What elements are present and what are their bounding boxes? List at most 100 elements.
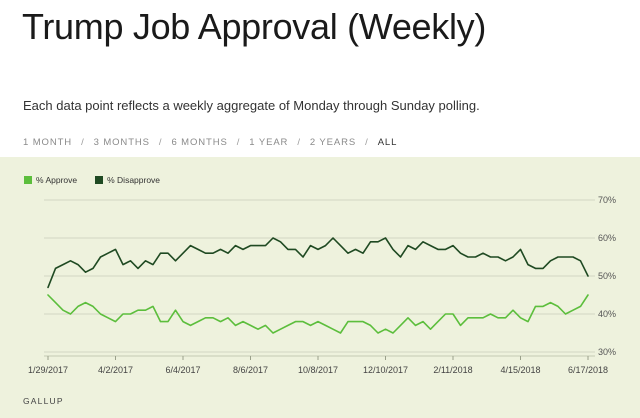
data-point-approve[interactable]: [240, 319, 245, 324]
data-point-disapprove[interactable]: [255, 243, 260, 248]
data-point-disapprove[interactable]: [368, 239, 373, 244]
data-point-approve[interactable]: [413, 323, 418, 328]
data-point-approve[interactable]: [405, 315, 410, 320]
data-point-approve[interactable]: [443, 311, 448, 316]
data-point-approve[interactable]: [390, 330, 395, 335]
data-point-disapprove[interactable]: [45, 285, 50, 290]
data-point-disapprove[interactable]: [278, 239, 283, 244]
data-point-approve[interactable]: [570, 308, 575, 313]
data-point-approve[interactable]: [548, 300, 553, 305]
data-point-disapprove[interactable]: [120, 262, 125, 267]
legend-disapprove[interactable]: % Disapprove: [95, 175, 160, 185]
data-point-disapprove[interactable]: [165, 251, 170, 256]
data-point-approve[interactable]: [338, 330, 343, 335]
data-point-disapprove[interactable]: [548, 258, 553, 263]
data-point-disapprove[interactable]: [345, 251, 350, 256]
data-point-approve[interactable]: [375, 330, 380, 335]
data-point-approve[interactable]: [45, 292, 50, 297]
data-point-disapprove[interactable]: [383, 235, 388, 240]
data-point-approve[interactable]: [210, 315, 215, 320]
data-point-approve[interactable]: [563, 311, 568, 316]
data-point-approve[interactable]: [165, 319, 170, 324]
data-point-disapprove[interactable]: [398, 254, 403, 259]
data-point-disapprove[interactable]: [458, 251, 463, 256]
data-point-disapprove[interactable]: [330, 235, 335, 240]
data-point-approve[interactable]: [330, 327, 335, 332]
data-point-disapprove[interactable]: [473, 254, 478, 259]
data-point-disapprove[interactable]: [585, 273, 590, 278]
data-point-disapprove[interactable]: [405, 243, 410, 248]
data-point-approve[interactable]: [518, 315, 523, 320]
data-point-disapprove[interactable]: [293, 247, 298, 252]
data-point-disapprove[interactable]: [173, 258, 178, 263]
data-point-approve[interactable]: [180, 319, 185, 324]
data-point-approve[interactable]: [173, 308, 178, 313]
data-point-disapprove[interactable]: [518, 247, 523, 252]
data-point-disapprove[interactable]: [525, 262, 530, 267]
data-point-disapprove[interactable]: [563, 254, 568, 259]
data-point-disapprove[interactable]: [188, 243, 193, 248]
data-point-approve[interactable]: [75, 304, 80, 309]
data-point-disapprove[interactable]: [360, 251, 365, 256]
data-point-disapprove[interactable]: [60, 262, 65, 267]
data-point-disapprove[interactable]: [315, 247, 320, 252]
data-point-approve[interactable]: [158, 319, 163, 324]
data-point-approve[interactable]: [225, 315, 230, 320]
data-point-approve[interactable]: [315, 319, 320, 324]
data-point-disapprove[interactable]: [53, 266, 58, 271]
data-point-disapprove[interactable]: [533, 266, 538, 271]
tab-1-month[interactable]: 1 MONTH: [23, 136, 73, 148]
data-point-disapprove[interactable]: [578, 258, 583, 263]
data-point-approve[interactable]: [435, 319, 440, 324]
data-point-approve[interactable]: [383, 327, 388, 332]
data-point-disapprove[interactable]: [413, 247, 418, 252]
data-point-disapprove[interactable]: [128, 258, 133, 263]
data-point-disapprove[interactable]: [503, 258, 508, 263]
data-point-approve[interactable]: [533, 304, 538, 309]
data-point-approve[interactable]: [60, 308, 65, 313]
data-point-disapprove[interactable]: [300, 254, 305, 259]
data-point-approve[interactable]: [488, 311, 493, 316]
data-point-approve[interactable]: [428, 327, 433, 332]
data-point-disapprove[interactable]: [158, 251, 163, 256]
data-point-approve[interactable]: [83, 300, 88, 305]
data-point-approve[interactable]: [53, 300, 58, 305]
data-point-approve[interactable]: [270, 330, 275, 335]
data-point-approve[interactable]: [353, 319, 358, 324]
data-point-disapprove[interactable]: [323, 243, 328, 248]
data-point-disapprove[interactable]: [465, 254, 470, 259]
data-point-disapprove[interactable]: [150, 262, 155, 267]
data-point-approve[interactable]: [503, 315, 508, 320]
data-point-approve[interactable]: [578, 304, 583, 309]
data-point-approve[interactable]: [143, 308, 148, 313]
data-point-disapprove[interactable]: [540, 266, 545, 271]
tab-all[interactable]: ALL: [377, 136, 398, 148]
data-point-disapprove[interactable]: [450, 243, 455, 248]
data-point-disapprove[interactable]: [285, 247, 290, 252]
tab-6-months[interactable]: 6 MONTHS: [171, 136, 228, 148]
data-point-approve[interactable]: [585, 292, 590, 297]
data-point-approve[interactable]: [495, 315, 500, 320]
tab-1-year[interactable]: 1 YEAR: [249, 136, 289, 148]
data-point-approve[interactable]: [195, 319, 200, 324]
data-point-approve[interactable]: [293, 319, 298, 324]
data-point-approve[interactable]: [473, 315, 478, 320]
data-point-disapprove[interactable]: [105, 251, 110, 256]
data-point-approve[interactable]: [308, 323, 313, 328]
data-point-disapprove[interactable]: [443, 247, 448, 252]
data-point-disapprove[interactable]: [510, 254, 515, 259]
data-point-disapprove[interactable]: [113, 247, 118, 252]
data-point-disapprove[interactable]: [68, 258, 73, 263]
data-point-approve[interactable]: [90, 304, 95, 309]
data-point-disapprove[interactable]: [480, 251, 485, 256]
data-point-approve[interactable]: [465, 315, 470, 320]
tab-2-years[interactable]: 2 YEARS: [309, 136, 357, 148]
series-disapprove-line[interactable]: [47, 237, 589, 289]
data-point-approve[interactable]: [135, 308, 140, 313]
data-point-approve[interactable]: [398, 323, 403, 328]
data-point-approve[interactable]: [150, 304, 155, 309]
data-point-disapprove[interactable]: [75, 262, 80, 267]
data-point-disapprove[interactable]: [240, 247, 245, 252]
data-point-approve[interactable]: [120, 311, 125, 316]
data-point-approve[interactable]: [555, 304, 560, 309]
